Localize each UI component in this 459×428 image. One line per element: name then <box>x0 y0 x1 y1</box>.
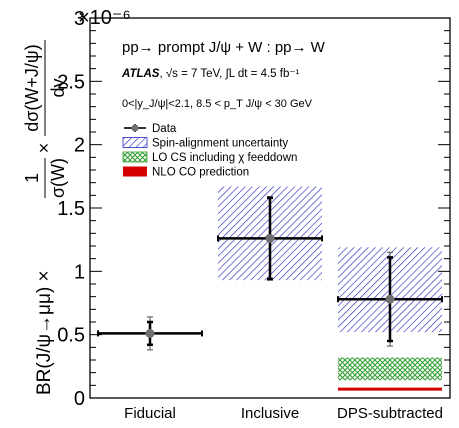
y-tick-label: 1.5 <box>57 198 85 220</box>
y-multiplier: ×10⁻⁶ <box>78 7 131 29</box>
legend-label: Data <box>152 123 177 135</box>
y-tick-label: 0.5 <box>57 325 85 347</box>
legend: Data Spin-alignment uncertainty LO CS incl… <box>122 123 297 179</box>
legend-label: LO CS including χ feeddown <box>152 152 297 164</box>
y-tick-label: 2.5 <box>57 71 85 93</box>
y-tick-label: 1 <box>74 261 85 283</box>
selection-cuts: 0<|y_J/ψ|<2.1, 8.5 < p_T J/ψ < 30 GeV <box>122 98 313 110</box>
svg-text:BR(J/ψ→μμ) ×: BR(J/ψ→μμ) × <box>34 270 55 395</box>
run-conditions: , √s = 7 TeV, ∫L dt = 4.5 fb⁻¹ <box>159 67 299 80</box>
legend-label: Spin-alignment uncertainty <box>152 138 288 150</box>
ylabel-frac1-den: σ(W) <box>48 158 68 198</box>
data-point <box>265 233 275 243</box>
experiment-line: ATLAS, √s = 7 TeV, ∫L dt = 4.5 fb⁻¹ <box>121 67 299 80</box>
x-category-label: Fiducial <box>124 405 176 422</box>
x-axis-labels: Fiducial Inclusive DPS-subtracted <box>124 405 443 422</box>
lo-cs-band <box>338 357 442 381</box>
y-axis-label: BR(J/ψ→μμ) × 1 σ(W) × dσ(W+J/ψ) dy <box>22 40 68 395</box>
legend-lo-swatch <box>122 151 148 163</box>
y-axis: 0 0.5 1 1.5 2 2.5 3 <box>57 8 450 410</box>
x-category-label: Inclusive <box>241 405 299 422</box>
y-tick-label: 0 <box>74 388 85 410</box>
y-tick-label: 2 <box>74 135 85 157</box>
atlas-label: ATLAS <box>121 68 160 80</box>
ylabel-times: × <box>34 143 54 154</box>
ylabel-frac1-num: 1 <box>22 173 42 183</box>
legend-label: NLO CO prediction <box>152 167 249 179</box>
x-category-label: DPS-subtracted <box>337 405 443 422</box>
legend-data-marker <box>131 124 139 132</box>
ylabel-frac2-num: dσ(W+J/ψ) <box>22 44 42 131</box>
band-layer <box>218 186 442 391</box>
data-point <box>385 294 395 304</box>
chart-title: pp→ prompt J/ψ + W : pp→ W <box>122 39 326 56</box>
nlo-co-line <box>338 387 442 391</box>
y-tick-label: 3 <box>74 8 85 30</box>
ylabel-prefix: BR(J/ψ→μμ) × <box>34 270 55 395</box>
legend-nlo-swatch <box>123 166 147 177</box>
ylabel-frac2-den: dy <box>48 78 68 97</box>
legend-spin-swatch <box>122 137 148 148</box>
data-point <box>145 328 155 338</box>
data-layer <box>97 196 443 351</box>
